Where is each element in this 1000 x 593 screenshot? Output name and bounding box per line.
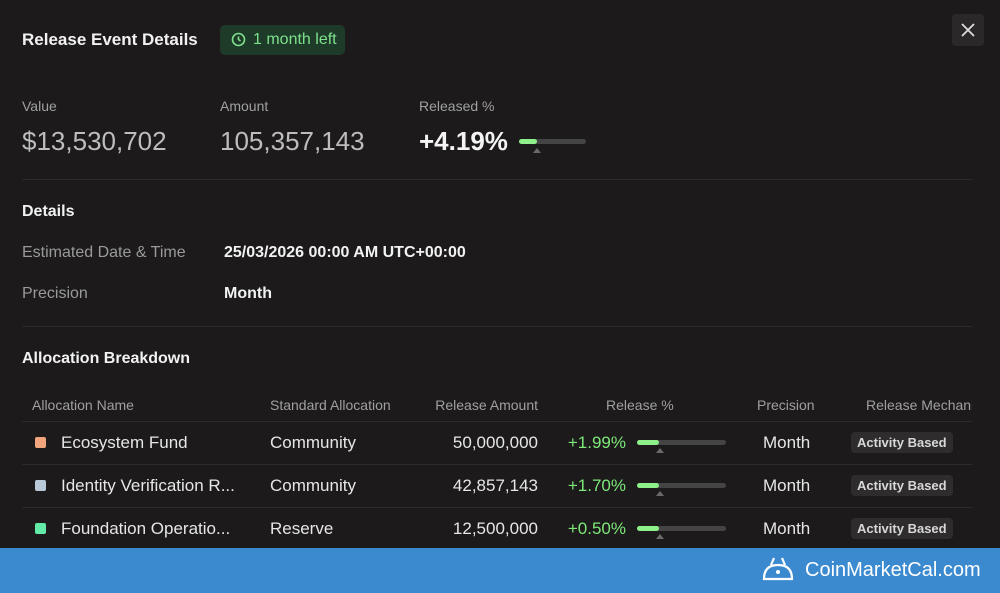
precision: Month	[763, 433, 811, 452]
footer-bar: CoinMarketCal.com	[0, 548, 1000, 593]
progress-fill	[637, 526, 659, 531]
divider	[22, 326, 972, 327]
brand-name: CoinMarketCal.com	[805, 559, 981, 581]
release-percent: +1.99%	[567, 433, 626, 452]
progress-marker	[656, 448, 664, 453]
progress-fill	[519, 139, 537, 144]
stat-label: Amount	[220, 98, 269, 114]
stat-value: +4.19%	[419, 126, 508, 156]
table-body: Allocation Name Standard Allocation Releas…	[22, 390, 972, 548]
stat-value: $13,530,702	[22, 126, 167, 156]
precision: Month	[763, 519, 811, 538]
color-swatch	[35, 480, 46, 491]
allocation-name: Identity Verification R...	[61, 476, 235, 495]
clock-icon	[231, 32, 246, 47]
progress-bar	[637, 483, 726, 488]
stat-label: Value	[22, 98, 57, 114]
progress-marker	[533, 148, 541, 153]
brand-logo	[762, 557, 794, 581]
color-swatch	[35, 437, 46, 448]
mechanism-chip: Activity Based	[851, 518, 953, 539]
release-amount: 42,857,143	[452, 476, 538, 495]
row-divider	[22, 507, 972, 508]
color-swatch	[35, 523, 46, 534]
allocation-name: Ecosystem Fund	[61, 433, 188, 452]
release-percent: +0.50%	[567, 519, 626, 538]
mechanism-chip: Activity Based	[851, 475, 953, 496]
close-button[interactable]	[952, 14, 984, 46]
modal-title: Release Event Details	[22, 30, 198, 49]
progress-bar	[519, 139, 586, 144]
progress-bar	[637, 440, 726, 445]
release-amount: 50,000,000	[452, 433, 538, 452]
release-percent: +1.70%	[567, 476, 626, 495]
column-header: Allocation Name	[32, 397, 134, 413]
detail-value: 25/03/2026 00:00 AM UTC+00:00	[224, 244, 466, 261]
detail-label: Precision	[22, 285, 88, 302]
badge-text: 1 month left	[253, 31, 337, 48]
mechanism-chip: Activity Based	[851, 432, 953, 453]
progress-marker	[656, 491, 664, 496]
progress-marker	[656, 534, 664, 539]
release-amount: 12,500,000	[452, 519, 538, 538]
column-header: Precision	[757, 397, 815, 413]
time-badge: 1 month left	[220, 25, 345, 55]
section-title: Allocation Breakdown	[22, 350, 191, 367]
stat-label: Released %	[419, 98, 495, 114]
progress-fill	[637, 440, 659, 445]
stat-value: 105,357,143	[220, 126, 365, 156]
detail-label: Estimated Date & Time	[22, 244, 186, 261]
section-title: Details	[22, 203, 75, 220]
column-header: Release Amount	[435, 397, 538, 413]
standard-allocation: Community	[270, 476, 356, 495]
allocation-name: Foundation Operatio...	[61, 519, 231, 538]
precision: Month	[763, 476, 811, 495]
progress-bar	[637, 526, 726, 531]
divider	[22, 179, 972, 180]
column-header: Standard Allocation	[270, 397, 391, 413]
allocation-table: Allocation Name Standard Allocation Releas…	[22, 390, 972, 548]
detail-value: Month	[224, 285, 272, 302]
column-header: Release %	[606, 397, 674, 413]
close-icon	[961, 23, 975, 37]
row-divider	[22, 421, 972, 422]
column-header: Release Mechanism	[866, 397, 972, 413]
standard-allocation: Reserve	[270, 519, 334, 538]
row-divider	[22, 464, 972, 465]
standard-allocation: Community	[270, 433, 356, 452]
progress-fill	[637, 483, 659, 488]
